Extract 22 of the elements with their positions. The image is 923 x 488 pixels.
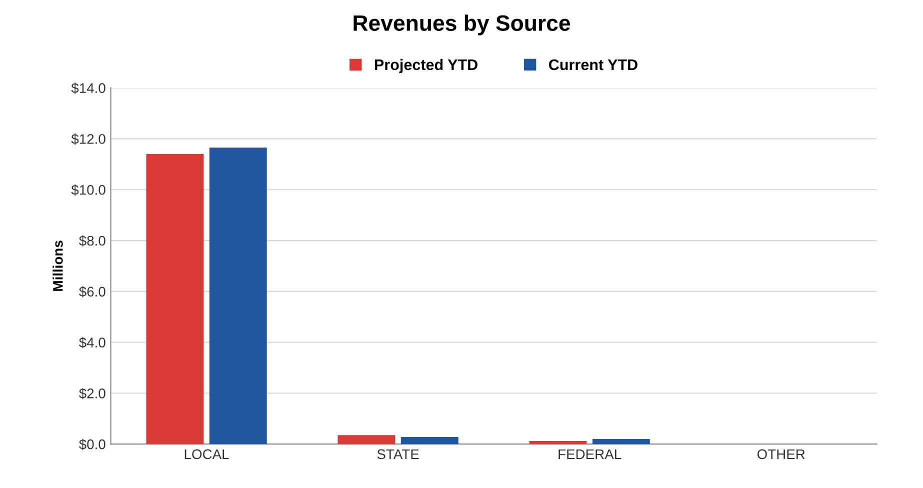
y-tick-label: $6.0	[79, 286, 106, 298]
y-tick-label: $4.0	[79, 337, 106, 348]
bar	[209, 148, 267, 444]
x-tick-label: FEDERAL	[558, 449, 622, 460]
chart-title: Revenues by Source	[354, 14, 570, 36]
y-tick-label: $12.0	[71, 133, 106, 145]
bar	[592, 438, 650, 444]
bar	[146, 154, 204, 444]
y-tick-label: $14.0	[71, 82, 106, 94]
x-tick-label: STATE	[377, 449, 419, 460]
bar	[400, 436, 458, 444]
x-tick-label: LOCAL	[184, 449, 229, 460]
bar	[529, 441, 587, 444]
legend-label: Projected YTD	[374, 58, 478, 74]
x-tick-label: OTHER	[757, 449, 805, 460]
y-tick-label: $8.0	[79, 235, 106, 247]
y-axis-title: Millions	[52, 240, 63, 291]
y-tick-label: $0.0	[79, 438, 106, 450]
y-tick-label: $2.0	[79, 388, 106, 400]
legend-label: Current YTD	[549, 59, 638, 70]
bar	[338, 435, 396, 444]
y-tick-label: $10.0	[71, 184, 106, 196]
